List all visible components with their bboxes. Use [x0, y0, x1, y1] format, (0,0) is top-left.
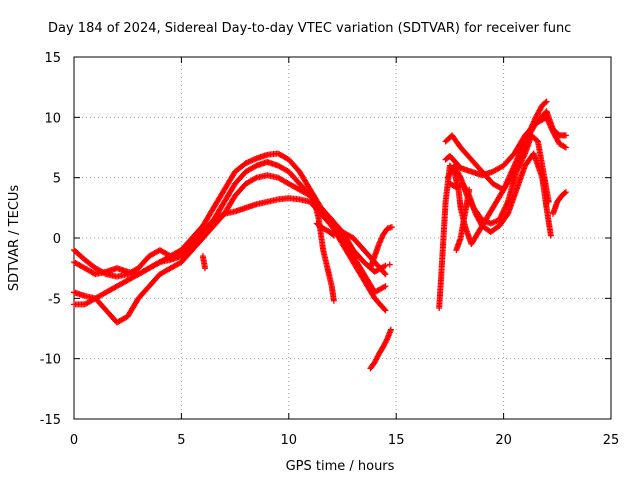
data-point [547, 232, 554, 239]
y-tick-label: -5 [48, 292, 61, 307]
data-point [252, 163, 259, 170]
chart-title: Day 184 of 2024, Sidereal Day-to-day VTE… [48, 21, 571, 36]
series-track-d [71, 195, 389, 302]
x-axis-label: GPS time / hours [286, 459, 395, 474]
series-track-a [71, 150, 389, 314]
series-track-f [442, 114, 569, 179]
series-track-j [453, 186, 473, 254]
data-point [220, 211, 227, 218]
data-point [330, 297, 337, 304]
y-tick-label: -15 [40, 413, 61, 428]
data-point [381, 284, 388, 291]
x-tick-label: 0 [70, 433, 78, 448]
data-point [388, 224, 395, 231]
x-tick-label: 15 [388, 433, 405, 448]
data-point [562, 144, 569, 151]
series-rise-a [367, 224, 395, 272]
data-point [155, 259, 162, 266]
data-point [456, 173, 463, 180]
data-point [382, 307, 389, 314]
series-dip-b [313, 220, 337, 239]
series-dot-a [386, 261, 393, 268]
data-point [381, 306, 388, 313]
x-tick-label: 10 [281, 433, 298, 448]
data-point [386, 261, 393, 268]
y-tick-label: 5 [53, 172, 61, 187]
series-drop-a [367, 326, 394, 372]
data-point [543, 98, 550, 105]
x-tick-label: 25 [603, 433, 620, 448]
series-track-k [550, 189, 569, 217]
data-point [466, 186, 473, 193]
y-tick-label: -10 [40, 353, 61, 368]
data-point [252, 175, 259, 182]
data-point [382, 271, 389, 278]
data-marks [71, 98, 569, 372]
data-point [330, 232, 337, 239]
data-point [199, 253, 206, 260]
data-point [381, 270, 388, 277]
data-point [387, 326, 394, 333]
y-tick-label: 15 [44, 51, 61, 66]
data-point [381, 263, 388, 270]
data-point [562, 132, 569, 139]
series-dot-b [199, 253, 209, 272]
data-point [561, 190, 568, 197]
series-track-g [442, 98, 550, 193]
data-point [561, 143, 568, 150]
data-point [542, 99, 549, 106]
data-point [562, 189, 569, 196]
x-tick-label: 5 [177, 433, 185, 448]
data-point [382, 262, 389, 269]
y-tick-label: 10 [44, 111, 61, 126]
y-axis-label: SDTVAR / TECUs [7, 185, 22, 292]
data-point [329, 231, 336, 238]
data-point [382, 283, 389, 290]
y-tick-label: 0 [53, 232, 61, 247]
series-track-i [446, 150, 554, 239]
x-tick-label: 20 [495, 433, 512, 448]
axis-ticks: 0 5 10 15 20 25 -15 -10 -5 0 5 10 15 [40, 51, 620, 448]
